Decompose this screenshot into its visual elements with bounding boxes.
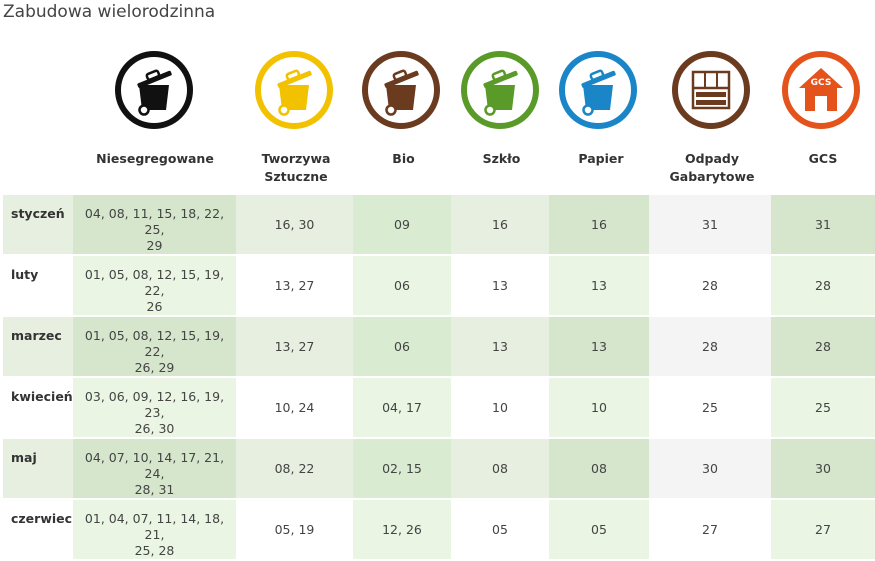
cell-sz: 13 bbox=[451, 316, 549, 378]
date-line: 26, 29 bbox=[134, 360, 175, 375]
cell-tw: 13, 27 bbox=[236, 316, 353, 378]
header-label: Odpady bbox=[684, 151, 740, 166]
date-line: 01, 04, 07, 11, 14, 18, 21, bbox=[84, 511, 225, 542]
svg-text:GCS: GCS bbox=[811, 78, 832, 88]
cell-og: 27 bbox=[649, 499, 771, 561]
cell-pa: 05 bbox=[549, 499, 649, 561]
cell-niesegregowane: 01, 05, 08, 12, 15, 19, 22, 26 bbox=[73, 255, 236, 317]
category-icons: GCS bbox=[0, 50, 875, 132]
column-headers: Niesegregowane Tworzywa Sztuczne Bio Szk… bbox=[0, 150, 875, 192]
cell-og: 25 bbox=[649, 377, 771, 439]
cell-tw: 10, 24 bbox=[236, 377, 353, 439]
cell-pa: 08 bbox=[549, 438, 649, 500]
date-line: 04, 07, 10, 14, 17, 21, 24, bbox=[84, 450, 225, 481]
cell-niesegregowane: 01, 05, 08, 12, 15, 19, 22, 26, 29 bbox=[73, 316, 236, 378]
header-gcs: GCS bbox=[773, 150, 873, 168]
date-line: 04, 08, 11, 15, 18, 22, 25, bbox=[84, 206, 225, 237]
cell-gcs: 30 bbox=[771, 438, 875, 500]
month-cell: czerwiec bbox=[3, 499, 73, 561]
header-odpady-gabarytowe: Odpady Gabarytowe bbox=[651, 150, 773, 186]
header-szklo: Szkło bbox=[452, 150, 551, 168]
header-label: Gabarytowe bbox=[669, 169, 755, 184]
header-label: Papier bbox=[578, 151, 624, 166]
cell-bio: 06 bbox=[353, 255, 451, 317]
header-papier: Papier bbox=[551, 150, 651, 168]
month-cell: marzec bbox=[3, 316, 73, 378]
cell-gcs: 28 bbox=[771, 316, 875, 378]
house-icon: GCS bbox=[781, 50, 861, 130]
cell-sz: 10 bbox=[451, 377, 549, 439]
cell-niesegregowane: 03, 06, 09, 12, 16, 19, 23, 26, 30 bbox=[73, 377, 236, 439]
month-cell: luty bbox=[3, 255, 73, 317]
header-label: Bio bbox=[392, 151, 415, 166]
cell-niesegregowane: 04, 08, 11, 15, 18, 22, 25, 29 bbox=[73, 195, 236, 256]
furniture-icon bbox=[671, 50, 751, 130]
table-row: maj 04, 07, 10, 14, 17, 21, 24, 28, 31 08, … bbox=[3, 438, 875, 500]
header-label: GCS bbox=[808, 151, 838, 166]
cell-bio: 12, 26 bbox=[353, 499, 451, 561]
bin-icon bbox=[460, 50, 540, 130]
cell-og: 31 bbox=[649, 195, 771, 256]
cell-og: 28 bbox=[649, 255, 771, 317]
cell-tw: 13, 27 bbox=[236, 255, 353, 317]
cell-gcs: 25 bbox=[771, 377, 875, 439]
date-line: 01, 05, 08, 12, 15, 19, 22, bbox=[84, 328, 225, 359]
bin-icon bbox=[254, 50, 334, 130]
cell-pa: 13 bbox=[549, 316, 649, 378]
cell-gcs: 27 bbox=[771, 499, 875, 561]
cell-sz: 13 bbox=[451, 255, 549, 317]
cell-bio: 09 bbox=[353, 195, 451, 256]
bin-icon bbox=[558, 50, 638, 130]
date-line: 29 bbox=[146, 238, 163, 253]
cell-pa: 10 bbox=[549, 377, 649, 439]
cell-bio: 06 bbox=[353, 316, 451, 378]
month-cell: maj bbox=[3, 438, 73, 500]
cell-niesegregowane: 04, 07, 10, 14, 17, 21, 24, 28, 31 bbox=[73, 438, 236, 500]
header-bio: Bio bbox=[355, 150, 452, 168]
cell-og: 30 bbox=[649, 438, 771, 500]
bin-icon bbox=[114, 50, 194, 130]
page-title: Zabudowa wielorodzinna bbox=[3, 2, 216, 22]
header-tworzywa-sztuczne: Tworzywa Sztuczne bbox=[236, 150, 356, 186]
header-label: Szkło bbox=[482, 151, 521, 166]
date-line: 26 bbox=[146, 299, 163, 314]
month-cell: kwiecień bbox=[3, 377, 73, 439]
cell-niesegregowane: 01, 04, 07, 11, 14, 18, 21, 25, 28 bbox=[73, 499, 236, 561]
cell-sz: 08 bbox=[451, 438, 549, 500]
month-cell: styczeń bbox=[3, 195, 73, 256]
cell-gcs: 28 bbox=[771, 255, 875, 317]
cell-tw: 16, 30 bbox=[236, 195, 353, 256]
date-line: 03, 06, 09, 12, 16, 19, 23, bbox=[84, 389, 225, 420]
table-row: luty 01, 05, 08, 12, 15, 19, 22, 26 13, 27 0… bbox=[3, 255, 875, 317]
cell-bio: 02, 15 bbox=[353, 438, 451, 500]
header-label: Niesegregowane bbox=[96, 151, 214, 166]
date-line: 25, 28 bbox=[134, 543, 175, 558]
cell-og: 28 bbox=[649, 316, 771, 378]
header-label: Sztuczne bbox=[264, 169, 328, 184]
cell-gcs: 31 bbox=[771, 195, 875, 256]
bin-icon bbox=[361, 50, 441, 130]
schedule-table: styczeń 04, 08, 11, 15, 18, 22, 25, 29 16, … bbox=[3, 195, 875, 561]
table-row: styczeń 04, 08, 11, 15, 18, 22, 25, 29 16, … bbox=[3, 195, 875, 256]
table-row: marzec 01, 05, 08, 12, 15, 19, 22, 26, 29 1… bbox=[3, 316, 875, 378]
header-label: Tworzywa bbox=[261, 151, 331, 166]
date-line: 26, 30 bbox=[134, 421, 175, 436]
cell-sz: 05 bbox=[451, 499, 549, 561]
table-row: czerwiec 01, 04, 07, 11, 14, 18, 21, 25, 2… bbox=[3, 499, 875, 561]
cell-tw: 08, 22 bbox=[236, 438, 353, 500]
cell-tw: 05, 19 bbox=[236, 499, 353, 561]
cell-bio: 04, 17 bbox=[353, 377, 451, 439]
cell-sz: 16 bbox=[451, 195, 549, 256]
header-niesegregowane: Niesegregowane bbox=[75, 150, 235, 168]
table-row: kwiecień 03, 06, 09, 12, 16, 19, 23, 26, 3… bbox=[3, 377, 875, 439]
cell-pa: 13 bbox=[549, 255, 649, 317]
date-line: 28, 31 bbox=[134, 482, 175, 497]
cell-pa: 16 bbox=[549, 195, 649, 256]
date-line: 01, 05, 08, 12, 15, 19, 22, bbox=[84, 267, 225, 298]
